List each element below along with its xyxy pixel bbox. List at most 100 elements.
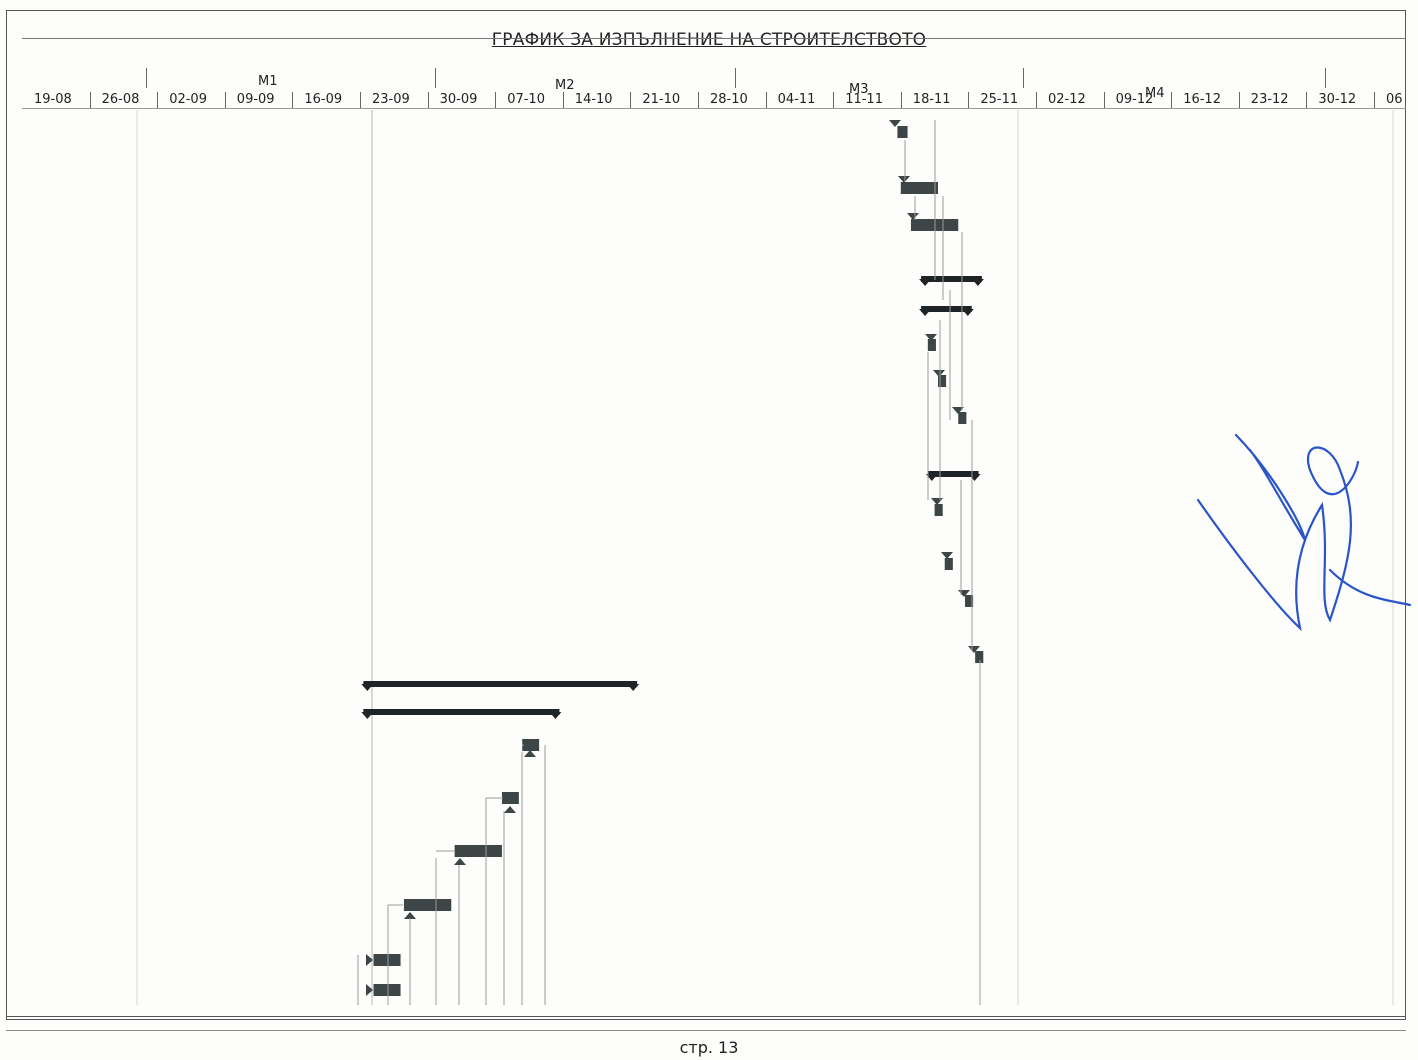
timescale-rule xyxy=(22,108,1406,109)
dependency-arrow xyxy=(898,176,910,183)
week-divider xyxy=(900,92,902,108)
dependency-arrow xyxy=(889,120,901,127)
dependency-arrow xyxy=(366,954,373,966)
summary-cap-end xyxy=(549,712,562,719)
week-label: 21-10 xyxy=(642,92,681,107)
task-bar xyxy=(522,739,540,751)
week-divider xyxy=(292,92,294,108)
week-divider xyxy=(360,92,361,108)
week-divider xyxy=(1374,92,1375,108)
task-bar xyxy=(975,651,984,663)
month-label: М2 xyxy=(555,78,575,93)
month-divider xyxy=(1325,68,1326,88)
task-bar xyxy=(958,412,967,424)
week-divider xyxy=(495,92,497,108)
week-divider xyxy=(968,92,970,108)
week-label: 23-12 xyxy=(1250,92,1289,107)
task-bar xyxy=(934,504,943,516)
month-divider xyxy=(146,68,147,88)
week-label: 26-08 xyxy=(101,92,140,107)
dependency-arrow xyxy=(952,407,964,414)
week-label: 14-10 xyxy=(574,92,613,107)
footer-rule-bottom xyxy=(6,1030,1406,1031)
month-label: М1 xyxy=(258,74,278,89)
task-bar xyxy=(373,984,401,996)
task-bar xyxy=(373,954,401,966)
dependency-arrow xyxy=(931,498,943,505)
dependency-arrow xyxy=(504,806,516,813)
dependency-arrow xyxy=(933,370,945,377)
week-label: 18-11 xyxy=(912,92,951,107)
week-divider xyxy=(427,92,429,108)
summary-cap-end xyxy=(971,279,984,286)
task-bar xyxy=(403,899,452,911)
summary-bar xyxy=(363,709,560,715)
month-label: М3 xyxy=(849,82,869,97)
summary-cap-end xyxy=(968,474,981,481)
task-bar xyxy=(927,339,936,351)
dependency-arrow xyxy=(404,912,416,919)
summary-cap-start xyxy=(925,474,938,481)
dependency-arrow xyxy=(968,646,980,653)
dependency-arrow xyxy=(941,552,953,559)
week-label: 19-08 xyxy=(34,92,72,107)
week-label: 09-09 xyxy=(236,92,275,107)
month-divider xyxy=(435,68,436,88)
month-label: М4 xyxy=(1145,86,1165,101)
summary-cap-start xyxy=(919,279,932,286)
week-divider xyxy=(1171,92,1173,108)
week-label: 23-09 xyxy=(372,92,410,107)
week-divider xyxy=(630,92,632,108)
week-divider xyxy=(833,92,835,108)
week-label: 25-11 xyxy=(980,92,1019,107)
dependency-arrow xyxy=(907,213,919,220)
summary-bar xyxy=(921,306,972,312)
week-divider xyxy=(1036,92,1037,108)
footer-rule xyxy=(6,1016,1406,1017)
signature xyxy=(1196,433,1412,632)
month-divider xyxy=(735,68,736,88)
week-label: 11-11 xyxy=(845,92,883,107)
summary-cap-start xyxy=(919,309,932,316)
week-divider xyxy=(698,92,699,108)
week-label: 16-09 xyxy=(304,92,343,107)
week-divider xyxy=(1306,92,1308,108)
month-divider xyxy=(1023,68,1024,88)
week-label: 30-12 xyxy=(1318,92,1357,107)
week-label: 16-12 xyxy=(1183,92,1221,107)
summary-cap-end xyxy=(961,309,974,316)
task-bar xyxy=(897,126,908,138)
week-divider xyxy=(1103,92,1105,108)
summary-bar xyxy=(363,681,638,687)
task-bar xyxy=(501,792,519,804)
week-label: 30-09 xyxy=(439,92,478,107)
document-title: ГРАФИК ЗА ИЗПЪЛНЕНИЕ НА СТРОИТЕЛСТВОТО xyxy=(491,30,927,50)
week-label: 04-11 xyxy=(777,92,816,107)
week-label: 02-09 xyxy=(169,92,207,107)
task-bar xyxy=(454,845,502,857)
summary-cap-end xyxy=(627,684,640,691)
task-bar xyxy=(900,182,938,194)
task-bar xyxy=(944,558,953,570)
task-bar xyxy=(937,375,947,387)
page-frame xyxy=(6,10,1406,1020)
dependency-arrow xyxy=(524,750,536,757)
dependency-arrow xyxy=(454,858,466,865)
week-divider xyxy=(89,92,91,108)
week-divider xyxy=(224,92,226,108)
task-bar xyxy=(965,595,974,607)
page-number: стр. 13 xyxy=(679,1038,739,1057)
week-divider xyxy=(765,92,767,108)
week-label: 28-10 xyxy=(710,92,748,107)
week-label: 06 xyxy=(1386,92,1403,107)
summary-cap-start xyxy=(361,684,374,691)
summary-bar xyxy=(927,471,979,477)
week-label: 07-10 xyxy=(507,92,545,107)
dependency-arrow xyxy=(925,334,937,341)
title-rule xyxy=(22,38,1406,39)
week-divider xyxy=(562,92,564,108)
week-divider xyxy=(1238,92,1240,108)
summary-cap-start xyxy=(361,712,374,719)
week-divider xyxy=(157,92,159,108)
